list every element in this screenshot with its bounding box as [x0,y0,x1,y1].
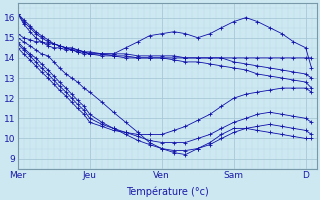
X-axis label: Température (°c): Température (°c) [126,186,209,197]
